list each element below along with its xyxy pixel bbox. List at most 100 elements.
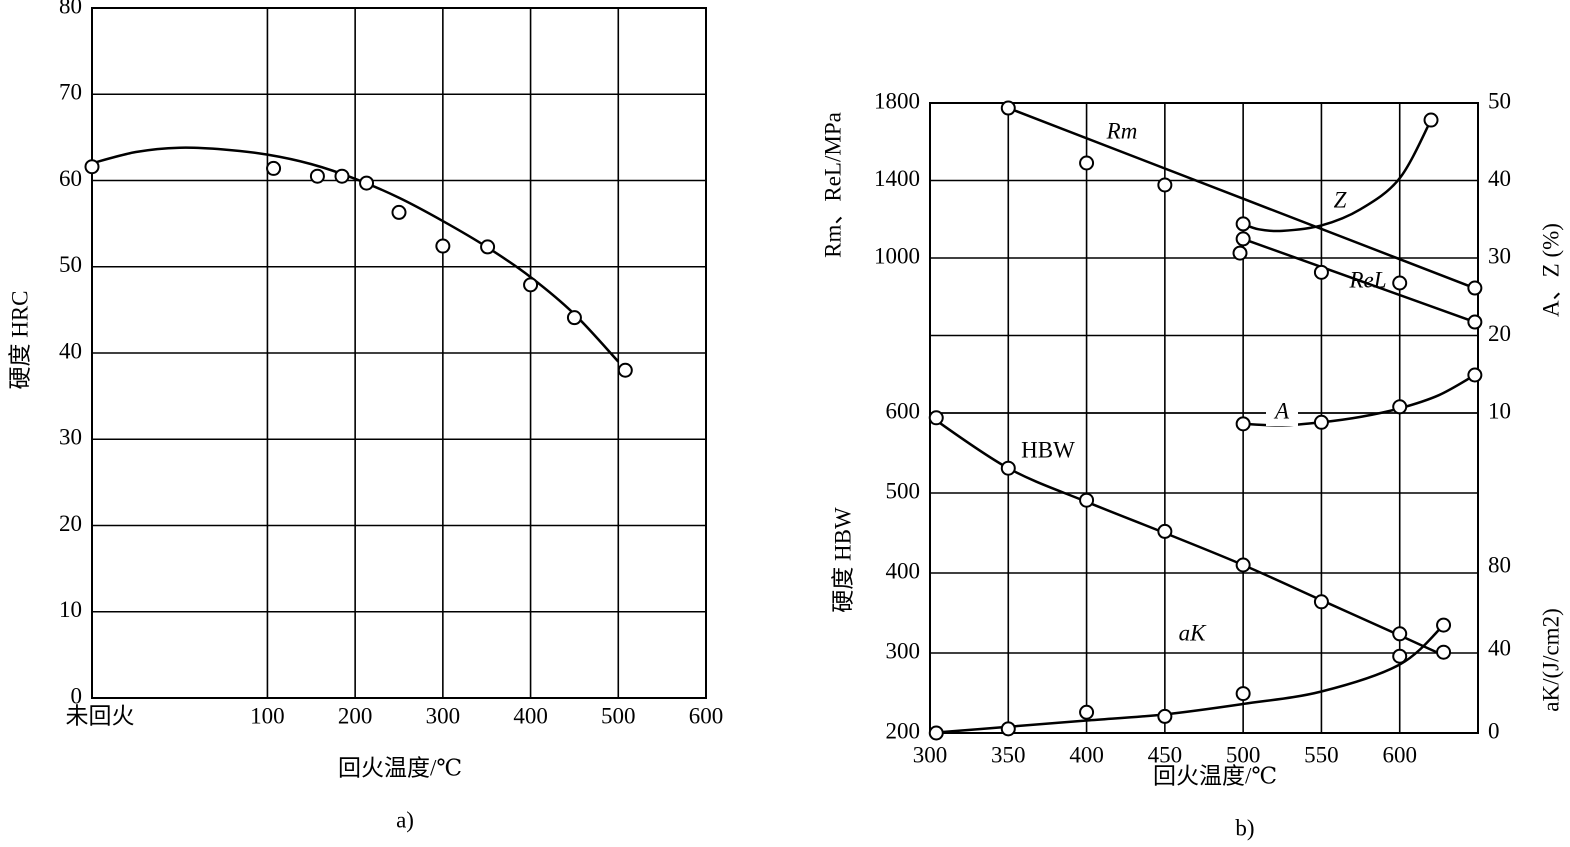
data-point xyxy=(1392,626,1408,642)
caption: b) xyxy=(1235,815,1254,840)
y-tick-label: 1000 xyxy=(874,244,920,269)
data-point xyxy=(1423,112,1439,128)
y-tick-label: 200 xyxy=(886,718,921,743)
data-point xyxy=(1235,231,1251,247)
data-point xyxy=(1000,721,1016,737)
y-tick-label: 50 xyxy=(1488,88,1511,113)
y-tick-label: 30 xyxy=(1488,243,1511,268)
data-point xyxy=(1000,460,1016,476)
y-tick-label: 40 xyxy=(59,338,82,363)
fit-curve xyxy=(929,624,1445,735)
y-tick-label: 20 xyxy=(59,511,82,536)
data-point xyxy=(334,168,350,184)
y-tick-label: 80 xyxy=(59,0,82,18)
data-point xyxy=(523,277,539,293)
data-point xyxy=(1467,280,1483,296)
data-point xyxy=(566,310,582,326)
data-point xyxy=(1235,416,1251,432)
data-point xyxy=(1235,557,1251,573)
data-point xyxy=(1313,264,1329,280)
caption: a) xyxy=(396,807,414,832)
data-point xyxy=(84,159,100,175)
data-point xyxy=(1232,245,1248,261)
y-tick-label: 80 xyxy=(1488,552,1511,577)
series-label: A xyxy=(1273,398,1290,423)
data-point xyxy=(1313,414,1329,430)
data-point xyxy=(309,168,325,184)
fit-curve xyxy=(1007,106,1479,291)
data-point xyxy=(1157,177,1173,193)
data-point xyxy=(1313,594,1329,610)
x-axis-label: 回火温度/℃ xyxy=(1153,763,1277,788)
data-point xyxy=(1079,155,1095,171)
data-point xyxy=(1436,617,1452,633)
y-tick-label: 400 xyxy=(886,558,921,583)
data-point xyxy=(617,362,633,378)
data-point xyxy=(1467,367,1483,383)
x-tick-label: 500 xyxy=(601,703,636,728)
data-point xyxy=(1467,314,1483,330)
plot-frame xyxy=(91,7,707,699)
data-point xyxy=(1157,523,1173,539)
series-label: ReL xyxy=(1348,267,1386,292)
x-tick-label: 未回火 xyxy=(66,703,135,728)
data-point xyxy=(928,725,944,741)
y-tick-label: 1400 xyxy=(874,166,920,191)
y-tick-label: 20 xyxy=(1488,321,1511,346)
data-point xyxy=(1392,275,1408,291)
data-point xyxy=(928,410,944,426)
data-point xyxy=(1079,704,1095,720)
x-tick-label: 450 xyxy=(1148,742,1183,767)
data-point xyxy=(1235,216,1251,232)
series-label: HBW xyxy=(1021,437,1075,462)
x-tick-label: 600 xyxy=(1382,742,1417,767)
y-tick-label: 300 xyxy=(886,638,921,663)
data-point xyxy=(1000,100,1016,116)
series-label: Rm xyxy=(1106,118,1138,143)
y-axis-label: A、Z (%) xyxy=(1538,223,1563,317)
y-axis-label: 硬度 HBW xyxy=(830,507,855,613)
data-point xyxy=(1157,708,1173,724)
x-axis-label: 回火温度/℃ xyxy=(338,755,462,780)
x-tick-label: 500 xyxy=(1226,742,1261,767)
y-tick-label: 30 xyxy=(59,425,82,450)
x-tick-label: 550 xyxy=(1304,742,1339,767)
x-tick-label: 200 xyxy=(338,703,373,728)
y-tick-label: 1800 xyxy=(874,88,920,113)
data-point xyxy=(1079,492,1095,508)
y-tick-label: 10 xyxy=(1488,398,1511,423)
fit-curve xyxy=(91,146,620,363)
data-point xyxy=(1392,648,1408,664)
x-tick-label: 300 xyxy=(913,742,948,767)
data-point xyxy=(359,175,375,191)
y-axis-label: 硬度 HRC xyxy=(7,290,32,389)
y-tick-label: 0 xyxy=(71,683,83,708)
data-point xyxy=(266,160,282,176)
series-label: aK xyxy=(1179,620,1208,645)
y-tick-label: 10 xyxy=(59,597,82,622)
y-tick-label: 600 xyxy=(886,398,921,423)
x-tick-label: 400 xyxy=(513,703,548,728)
y-tick-label: 500 xyxy=(886,478,921,503)
y-tick-label: 40 xyxy=(1488,166,1511,191)
fit-curve xyxy=(1242,237,1476,324)
x-tick-label: 400 xyxy=(1069,742,1104,767)
label-background xyxy=(1266,400,1298,426)
y-tick-label: 50 xyxy=(59,252,82,277)
y-tick-label: 0 xyxy=(1488,718,1500,743)
fit-curve xyxy=(1242,119,1433,233)
data-point xyxy=(1392,399,1408,415)
data-point xyxy=(435,238,451,254)
x-tick-label: 350 xyxy=(991,742,1026,767)
y-tick-label: 60 xyxy=(59,166,82,191)
y-axis-label: aK/(J/cm2) xyxy=(1538,608,1563,711)
x-tick-label: 100 xyxy=(250,703,285,728)
data-point xyxy=(391,204,407,220)
y-tick-label: 40 xyxy=(1488,635,1511,660)
series-label: Z xyxy=(1334,187,1347,212)
data-point xyxy=(1436,644,1452,660)
x-tick-label: 600 xyxy=(689,703,724,728)
y-tick-label: 70 xyxy=(59,80,82,105)
data-point xyxy=(480,239,496,255)
